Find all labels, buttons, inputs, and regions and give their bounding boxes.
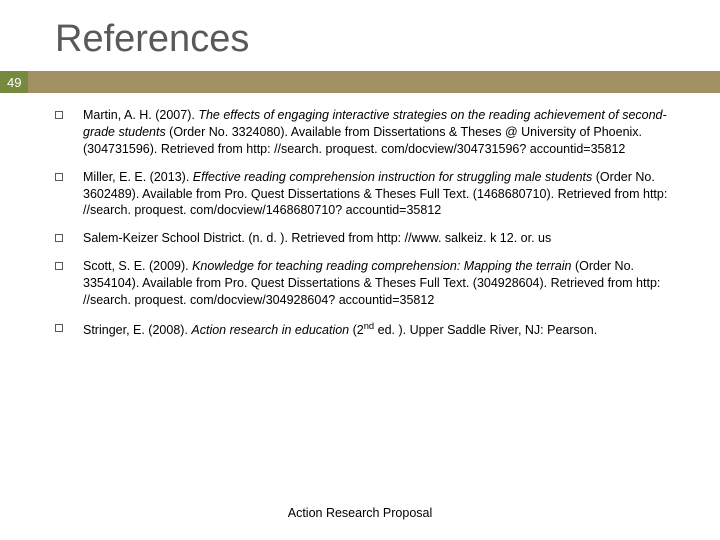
reference-text: Martin, A. H. (2007). The effects of eng… [83, 107, 690, 158]
badge-row: 49 [0, 71, 720, 93]
list-item: Martin, A. H. (2007). The effects of eng… [55, 107, 690, 158]
bullet-icon [55, 234, 63, 242]
bullet-icon [55, 324, 63, 332]
references-list: Martin, A. H. (2007). The effects of eng… [0, 93, 720, 339]
reference-text: Miller, E. E. (2013). Effective reading … [83, 169, 690, 220]
bullet-icon [55, 262, 63, 270]
list-item: Stringer, E. (2008). Action research in … [55, 320, 690, 339]
footer-text: Action Research Proposal [0, 506, 720, 520]
list-item: Miller, E. E. (2013). Effective reading … [55, 169, 690, 220]
reference-text: Stringer, E. (2008). Action research in … [83, 320, 690, 339]
bullet-icon [55, 173, 63, 181]
bullet-icon [55, 111, 63, 119]
list-item: Scott, S. E. (2009). Knowledge for teach… [55, 258, 690, 309]
list-item: Salem-Keizer School District. (n. d. ). … [55, 230, 690, 247]
slide-number-badge: 49 [0, 71, 28, 93]
page-title: References [0, 0, 720, 71]
reference-text: Salem-Keizer School District. (n. d. ). … [83, 230, 690, 247]
reference-text: Scott, S. E. (2009). Knowledge for teach… [83, 258, 690, 309]
